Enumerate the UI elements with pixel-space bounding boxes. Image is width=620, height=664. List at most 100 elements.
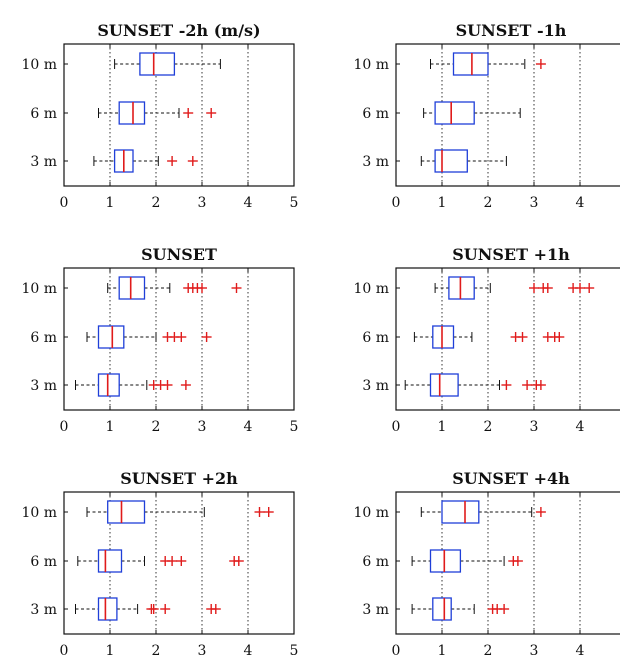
outlier-marker xyxy=(167,556,178,566)
iqr-box xyxy=(118,276,146,300)
outlier-marker xyxy=(197,283,207,293)
category-label: 3 m xyxy=(30,154,57,170)
x-tick-label: 0 xyxy=(392,643,401,659)
outlier-marker xyxy=(529,283,539,293)
iqr-box xyxy=(97,597,118,621)
x-tick-label: 1 xyxy=(106,195,115,211)
category-label: 10 m xyxy=(353,281,389,297)
iqr-box xyxy=(97,373,120,397)
iqr-box xyxy=(429,373,459,397)
axes-frame xyxy=(395,491,620,635)
axes-frame xyxy=(63,43,295,187)
x-tick-label: 1 xyxy=(106,643,115,659)
outlier-marker xyxy=(206,108,217,118)
boxplot-panel: SUNSET 0 1 2 3 4 5 10 m 6 m 3 m xyxy=(21,245,298,435)
category-label: 10 m xyxy=(21,505,57,521)
category-label: 6 m xyxy=(362,330,389,346)
category-label: 10 m xyxy=(21,57,57,73)
category-label: 10 m xyxy=(353,57,389,73)
x-tick-label: 3 xyxy=(198,195,207,211)
category-label: 6 m xyxy=(30,554,57,570)
x-tick-label: 2 xyxy=(484,643,493,659)
iqr-box xyxy=(432,325,455,349)
panel-title: SUNSET +1h xyxy=(452,245,570,264)
axes-frame xyxy=(63,267,295,411)
x-tick-label: 4 xyxy=(576,419,585,435)
outlier-marker xyxy=(501,380,512,390)
x-tick-label: 1 xyxy=(438,195,447,211)
panel-title: SUNSET +2h xyxy=(120,469,238,488)
outlier-marker xyxy=(517,332,528,342)
x-tick-label: 0 xyxy=(392,195,401,211)
x-tick-label: 3 xyxy=(198,419,207,435)
iqr-box xyxy=(441,500,480,524)
outlier-marker xyxy=(575,283,585,293)
x-tick-label: 5 xyxy=(290,419,299,435)
x-tick-label: 4 xyxy=(244,419,253,435)
x-tick-label: 2 xyxy=(152,643,161,659)
iqr-box xyxy=(139,52,176,76)
x-tick-label: 1 xyxy=(106,419,115,435)
category-label: 6 m xyxy=(362,554,389,570)
category-label: 3 m xyxy=(30,602,57,618)
iqr-box xyxy=(107,500,146,524)
outlier-marker xyxy=(535,507,546,517)
outlier-marker xyxy=(201,332,212,342)
iqr-box xyxy=(448,276,475,300)
x-tick-label: 2 xyxy=(152,195,161,211)
category-label: 10 m xyxy=(21,281,57,297)
panel-title: SUNSET xyxy=(141,245,217,264)
x-tick-label: 0 xyxy=(60,419,69,435)
boxplot-panel: SUNSET +1h01234510 m6 m3 m xyxy=(353,245,620,435)
outlier-marker xyxy=(263,507,274,517)
axes-frame xyxy=(63,491,295,635)
iqr-box xyxy=(118,101,146,125)
x-tick-label: 5 xyxy=(290,195,299,211)
x-tick-label: 4 xyxy=(244,643,253,659)
category-label: 10 m xyxy=(353,505,389,521)
outlier-marker xyxy=(584,283,595,293)
iqr-box xyxy=(429,549,462,573)
outlier-marker xyxy=(522,380,533,390)
x-tick-label: 3 xyxy=(530,643,539,659)
x-tick-label: 2 xyxy=(484,419,493,435)
x-tick-label: 0 xyxy=(392,419,401,435)
x-tick-label: 3 xyxy=(530,195,539,211)
x-tick-label: 1 xyxy=(438,419,447,435)
x-tick-label: 3 xyxy=(530,419,539,435)
panel-title: SUNSET +4h xyxy=(452,469,570,488)
x-tick-label: 3 xyxy=(198,643,207,659)
x-tick-label: 4 xyxy=(576,195,585,211)
boxplot-panel: SUNSET -2h (m/s) 0 1 2 3 4 5 10 m 6 m 3 m xyxy=(21,21,298,211)
x-tick-label: 1 xyxy=(438,643,447,659)
x-tick-label: 5 xyxy=(290,643,299,659)
outlier-marker xyxy=(176,332,187,342)
category-label: 3 m xyxy=(30,378,57,394)
iqr-box xyxy=(432,597,452,621)
boxplot-panel: SUNSET +4h01234510 m6 m3 m xyxy=(353,469,620,659)
category-label: 6 m xyxy=(30,106,57,122)
outlier-marker xyxy=(167,156,178,166)
x-tick-label: 0 xyxy=(60,195,69,211)
panel-title: SUNSET -2h (m/s) xyxy=(97,21,260,40)
category-label: 6 m xyxy=(362,106,389,122)
iqr-box xyxy=(434,149,468,173)
outlier-marker xyxy=(512,556,523,566)
x-tick-label: 2 xyxy=(152,419,161,435)
outlier-marker xyxy=(210,604,221,614)
outlier-marker xyxy=(176,556,187,566)
iqr-box xyxy=(97,325,125,349)
iqr-box xyxy=(452,52,489,76)
outlier-marker xyxy=(535,380,546,390)
outlier-marker xyxy=(254,507,265,517)
outlier-marker xyxy=(542,283,553,293)
panel-title: SUNSET -1h xyxy=(456,21,567,40)
outlier-marker xyxy=(233,556,244,566)
outlier-marker xyxy=(148,604,159,614)
iqr-box xyxy=(97,549,123,573)
axes-frame xyxy=(395,267,620,411)
outlier-marker xyxy=(499,604,510,614)
x-tick-label: 4 xyxy=(244,195,253,211)
boxplot-panel: SUNSET +2h 0 1 2 3 4 5 10 m 6 m 3 m xyxy=(21,469,298,659)
